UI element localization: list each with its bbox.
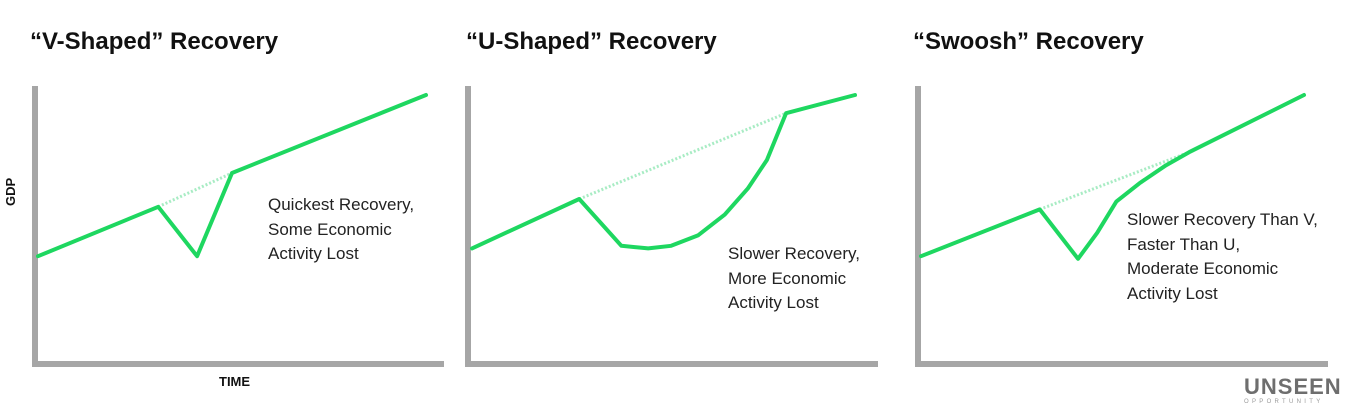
annotation-v-line-1: Quickest Recovery, xyxy=(268,195,415,214)
annotation-swoosh-line-3: Moderate Economic xyxy=(1127,259,1279,278)
annotation-v-line-3: Activity Lost xyxy=(268,244,359,263)
annotation-swoosh-line-1: Slower Recovery Than V, xyxy=(1127,210,1318,229)
annotation-u-line-2: More Economic xyxy=(728,268,847,288)
logo-tagline: OPPORTUNITY xyxy=(1244,399,1324,405)
gdp-line-swoosh xyxy=(919,93,1306,261)
x-axis-label: TIME xyxy=(219,374,251,389)
annotation-u-line-3: Activity Lost xyxy=(728,293,819,312)
gdp-line-v xyxy=(36,93,428,259)
title-u: “U-Shaped” Recovery xyxy=(466,28,717,55)
logo-wordmark: UNSEEN xyxy=(1244,374,1342,399)
annotation-u-line-1: Slower Recovery, xyxy=(728,244,860,263)
annotation-swoosh-line-2: Faster Than U, xyxy=(1127,234,1241,254)
annotation-u: Slower Recovery, More Economic Activity … xyxy=(728,242,860,316)
trend-line-swoosh xyxy=(1039,150,1190,211)
trend-line-u xyxy=(578,111,787,201)
title-v: “V-Shaped” Recovery xyxy=(30,28,279,55)
annotation-swoosh: Slower Recovery Than V, Faster Than U, M… xyxy=(1127,208,1318,306)
brand-logo: UNSEEN OPPORTUNITY xyxy=(1244,376,1356,406)
title-swoosh: “Swoosh” Recovery xyxy=(913,28,1144,55)
annotation-v-line-2: Some Economic xyxy=(268,219,392,239)
gdp-line-u xyxy=(470,93,857,251)
annotation-swoosh-line-4: Activity Lost xyxy=(1127,283,1218,303)
annotation-v: Quickest Recovery, Some Economic Activit… xyxy=(268,193,414,267)
trend-line-v xyxy=(157,171,233,209)
y-axis-label: GDP xyxy=(3,177,18,206)
